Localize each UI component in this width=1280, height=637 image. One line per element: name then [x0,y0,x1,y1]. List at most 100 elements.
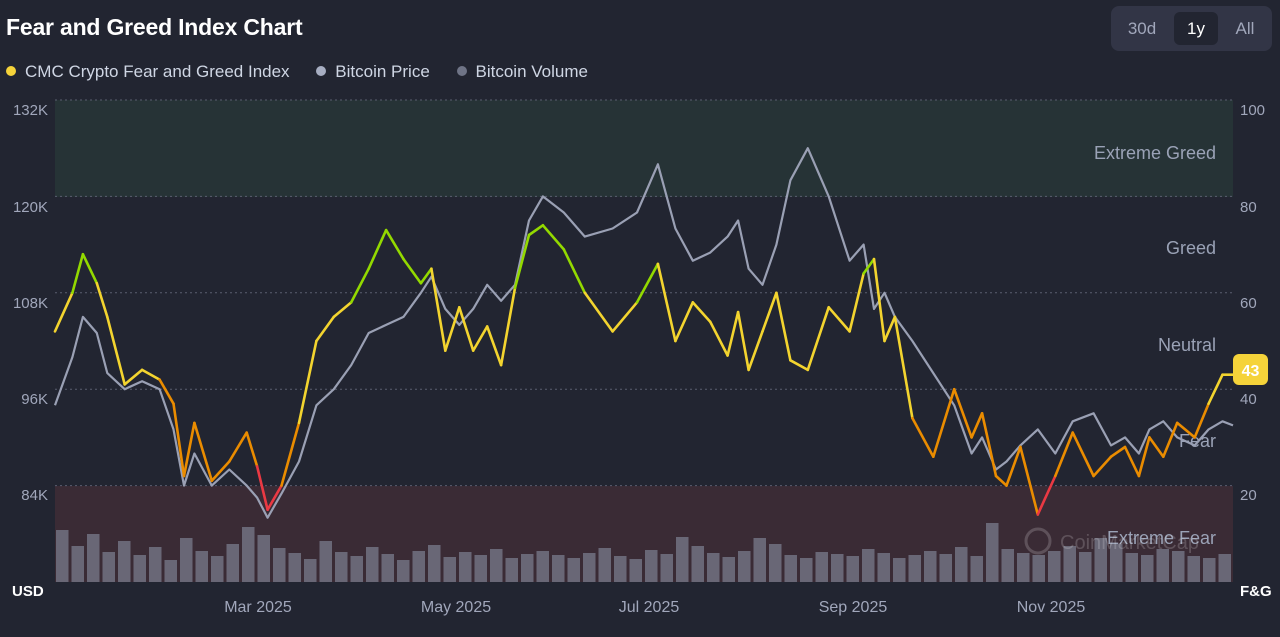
fear-greed-segment [952,387,973,439]
volume-bar [660,554,673,582]
y-right-tick: 40 [1240,391,1257,408]
volume-bar [598,548,611,582]
current-value-badge-bg [1233,354,1268,385]
volume-bar [226,544,239,582]
range-1y-button[interactable]: 1y [1174,12,1218,45]
y-right-tick: 100 [1240,102,1265,119]
fear-greed-segment [95,281,109,319]
fear-greed-segment [674,301,695,343]
fear-greed-segment [402,257,423,285]
zone-label-neutral: Neutral [1158,335,1216,355]
fear-greed-segment [367,228,388,271]
volume-bar [567,558,580,582]
fear-greed-segment [158,378,175,406]
volume-bar [195,551,208,582]
volume-bar [397,560,410,582]
volume-bar [257,535,270,582]
volume-bar [412,551,425,582]
volume-bar [691,546,704,582]
volume-bar [428,545,441,582]
volume-bar [459,552,472,582]
fear-greed-segment [430,267,447,352]
current-value-badge: 43 [1233,354,1268,385]
range-all-button[interactable]: All [1235,19,1255,38]
volume-bar [242,527,255,582]
current-value: 43 [1242,363,1260,380]
fear-greed-segment [1005,445,1022,487]
volume-bar [149,547,162,582]
volume-bar [381,554,394,582]
legend-bitcoin-volume[interactable]: Bitcoin Volume [456,62,588,82]
y-left-tick: 120K [13,199,48,216]
fear-greed-segment [789,358,810,372]
volume-bar [676,537,689,582]
chart-legend: CMC Crypto Fear and Greed Index Bitcoin … [6,62,610,82]
fear-greed-segment [635,262,660,304]
legend-fear-greed[interactable]: CMC Crypto Fear and Greed Index [6,62,290,82]
fear-greed-segment [691,301,712,324]
fear-greed-segment [457,305,475,352]
volume-bar [862,549,875,582]
fear-greed-segment [210,460,231,483]
volume-bar [738,551,751,582]
fear-greed-segment [761,291,778,333]
legend-dot-icon [316,66,327,76]
fear-greed-segment [1071,431,1095,478]
coinmarketcap-logo-icon [1024,527,1052,555]
volume-bar [366,547,379,582]
fear-greed-segment [297,339,318,425]
volume-bar [784,555,797,582]
volume-bar [319,541,332,582]
volume-bar [645,550,658,582]
volume-bar [815,552,828,582]
fear-greed-segment [443,305,461,352]
fear-greed-segment [883,315,897,343]
legend-label: Bitcoin Volume [475,62,588,81]
fear-greed-segment [862,257,876,275]
x-tick: Jul 2025 [619,599,680,616]
fear-greed-segment [1175,421,1196,439]
grid-lines [55,99,1233,487]
volume-bar [583,553,596,582]
legend-dot-icon [456,66,467,76]
fear-greed-segment [106,315,126,386]
volume-bar [1218,554,1231,582]
volume-bar [71,546,84,582]
volume-bar [505,558,518,582]
fear-greed-segment [266,484,283,512]
volume-bar [1110,544,1123,582]
fear-greed-line [53,224,1235,516]
volume-bar [893,558,906,582]
fear-greed-segment [1036,474,1057,516]
volume-bar [939,554,952,582]
volume-bar [1048,551,1061,582]
fear-greed-segment [656,262,677,343]
y-left-tick: 132K [13,102,48,119]
volume-bars [56,523,1231,582]
fear-greed-segment [1193,402,1210,439]
fear-greed-segment [384,228,405,261]
fear-greed-segment [349,267,371,304]
legend-bitcoin-price[interactable]: Bitcoin Price [316,62,430,82]
range-30d-button[interactable]: 30d [1127,19,1157,38]
volume-bar [1032,555,1045,582]
fear-greed-segment [736,310,750,372]
fear-greed-segment [53,291,74,333]
y-left-tick: 108K [13,295,48,312]
y-left-tick: 84K [21,487,48,504]
volume-bar [164,560,177,582]
fear-greed-segment [123,368,144,386]
watermark: CoinMarketCap [1024,527,1199,555]
volume-bar [288,553,301,582]
volume-bar [56,530,69,582]
fear-greed-segment [1054,431,1074,478]
volume-bar [304,559,317,582]
fear-greed-segment [747,330,764,372]
volume-bar [753,538,766,582]
fear-greed-segment [1162,421,1179,459]
fear-greed-segment [806,305,831,372]
volume-bar [908,555,921,582]
volume-bar [87,534,100,582]
zone-label-extreme-fear: Extreme Fear [1107,528,1216,548]
